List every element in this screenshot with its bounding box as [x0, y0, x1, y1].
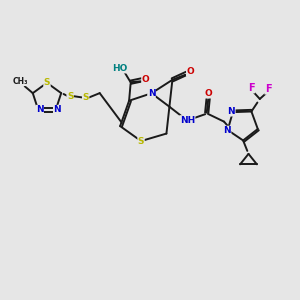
Text: N: N — [227, 107, 235, 116]
Text: S: S — [138, 136, 144, 146]
Text: F: F — [248, 83, 255, 93]
Text: HO: HO — [112, 64, 128, 73]
Text: F: F — [265, 84, 272, 94]
Text: CH₃: CH₃ — [13, 77, 28, 86]
Text: N: N — [223, 126, 231, 135]
Text: O: O — [142, 75, 149, 84]
Text: O: O — [186, 67, 194, 76]
Text: S: S — [44, 78, 50, 87]
Text: S: S — [82, 93, 89, 102]
Text: N: N — [36, 105, 44, 114]
Text: S: S — [67, 92, 74, 100]
Text: NH: NH — [180, 116, 195, 124]
Text: N: N — [53, 105, 61, 114]
Text: O: O — [205, 89, 213, 98]
Text: N: N — [148, 89, 155, 98]
